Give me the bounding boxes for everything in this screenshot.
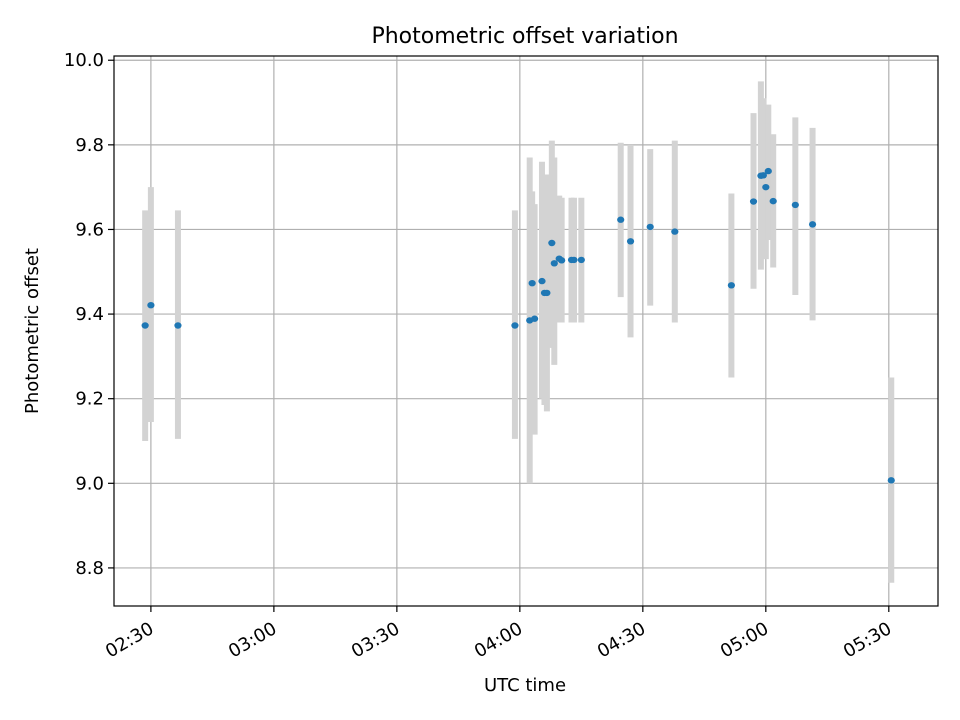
data-point [147,301,155,309]
data-point [617,216,625,223]
x-tick-label: 03:30 [348,618,403,662]
data-point [759,172,767,179]
data-point [570,256,578,264]
data-point [141,322,149,329]
x-axis-label: UTC time [484,675,566,696]
y-tick-label: 9.8 [75,135,104,156]
data-point [550,260,558,267]
y-tick-label: 9.0 [75,473,104,494]
data-point [764,167,772,175]
data-point [887,477,895,484]
y-axis-ticks: 8.8 9.0 9.2 9.4 9.6 9.8 10.0 [64,50,114,579]
y-tick-label: 9.4 [75,304,104,325]
data-point [626,238,635,245]
data-point [671,228,679,235]
x-tick-label: 05:30 [840,618,895,662]
data-point [769,197,777,205]
data-point [511,322,519,329]
x-tick-label: 05:00 [717,618,772,662]
y-tick-label: 8.8 [75,558,104,579]
y-tick-label: 9.2 [75,389,104,410]
error-bars [142,81,895,583]
chart-title: Photometric offset variation [371,24,678,49]
data-point [558,257,566,264]
data-point [791,201,799,209]
data-point [548,239,556,247]
x-tick-label: 04:00 [471,618,526,662]
x-tick-label: 02:30 [102,618,157,662]
data-point [531,315,539,322]
data-point [543,289,551,297]
x-axis-ticks: 02:30 03:00 03:30 04:00 04:30 05:00 05:30 [102,606,895,662]
plot-frame [113,55,939,607]
x-tick-label: 03:00 [225,618,280,662]
data-point [538,277,546,285]
y-axis-label: Photometric offset [22,248,43,414]
y-tick-label: 10.0 [64,50,104,71]
data-point [808,221,817,228]
data-point [528,279,536,287]
x-tick-label: 04:30 [594,618,649,662]
data-point [749,198,758,205]
data-point [577,256,585,264]
data-points [141,167,895,484]
data-point [646,223,654,231]
data-point [727,282,735,289]
data-point [762,183,770,191]
y-tick-label: 9.6 [75,219,104,240]
data-point [174,322,182,329]
